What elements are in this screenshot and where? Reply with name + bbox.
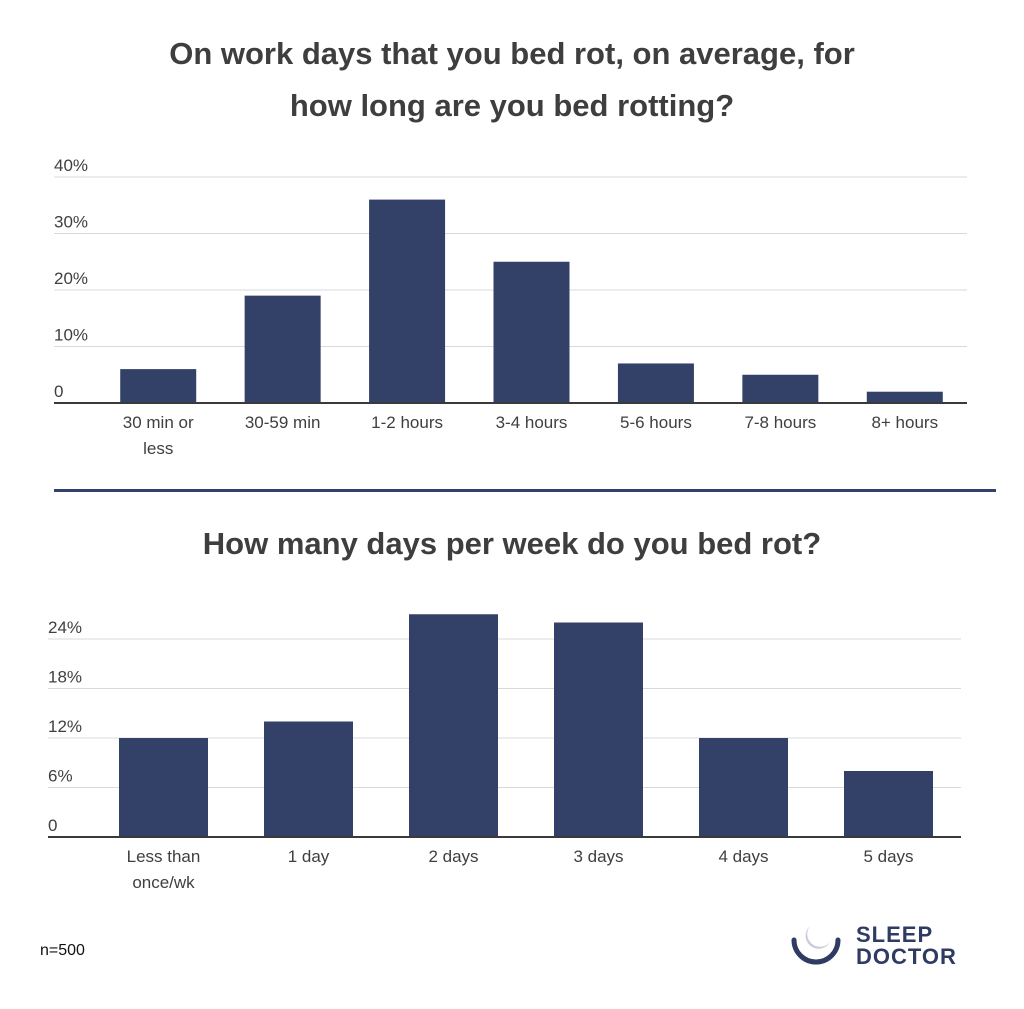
x-tick-label: 1 day (288, 847, 330, 866)
y-tick-label: 0 (54, 382, 63, 401)
bar (742, 374, 819, 403)
x-tick-label: 1-2 hours (371, 413, 443, 432)
bar (844, 771, 933, 837)
y-tick-label: 24% (48, 618, 82, 637)
y-tick-label: 12% (48, 717, 82, 736)
bar (264, 721, 353, 837)
x-tick-label: 3 days (573, 847, 623, 866)
bar (120, 369, 197, 403)
bar (554, 622, 643, 837)
y-tick-label: 30% (54, 213, 88, 232)
x-tick-label: 5 days (863, 847, 913, 866)
moon-icon (791, 926, 841, 965)
x-tick-label: 30-59 min (245, 413, 321, 432)
days-per-week-bar-chart: 0 6% 12% 18% 24% Less than once/wk 1 day 2 days 3… (48, 614, 961, 892)
section-divider (54, 489, 996, 492)
x-tick-label: 3-4 hours (496, 413, 568, 432)
chart-1-title: On work days that you bed rot, on averag… (169, 36, 855, 123)
y-tick-label: 0 (48, 816, 57, 835)
bar (409, 614, 498, 837)
y-tick-label: 6% (48, 767, 73, 786)
y-tick-label: 40% (54, 156, 88, 175)
y-tick-label: 18% (48, 668, 82, 687)
bar (866, 391, 943, 403)
x-tick-label: 4 days (718, 847, 768, 866)
brand-line-2: DOCTOR (856, 944, 957, 969)
brand-line-1: SLEEP (856, 922, 934, 947)
bar (244, 295, 321, 403)
y-tick-label: 20% (54, 269, 88, 288)
x-tick-label: 2 days (428, 847, 478, 866)
chart-2-title: How many days per week do you bed rot? (202, 526, 822, 561)
x-tick-label: 7-8 hours (744, 413, 816, 432)
x-tick-label: 8+ hours (871, 413, 938, 432)
bar (493, 261, 570, 403)
bar (699, 738, 788, 837)
bar (119, 738, 208, 837)
bar (369, 199, 446, 403)
x-tick-label: 30 min or less (123, 413, 194, 458)
x-tick-label: 5-6 hours (620, 413, 692, 432)
bar (617, 363, 694, 403)
sample-size-note: n=500 (40, 942, 85, 959)
duration-bar-chart: 0 10% 20% 30% 40% 30 min or less 30-59 min 1-2 h… (54, 156, 967, 458)
x-tick-label: Less than once/wk (127, 847, 201, 892)
y-tick-label: 10% (54, 326, 88, 345)
sleep-doctor-logo: SLEEP DOCTOR (788, 920, 978, 972)
